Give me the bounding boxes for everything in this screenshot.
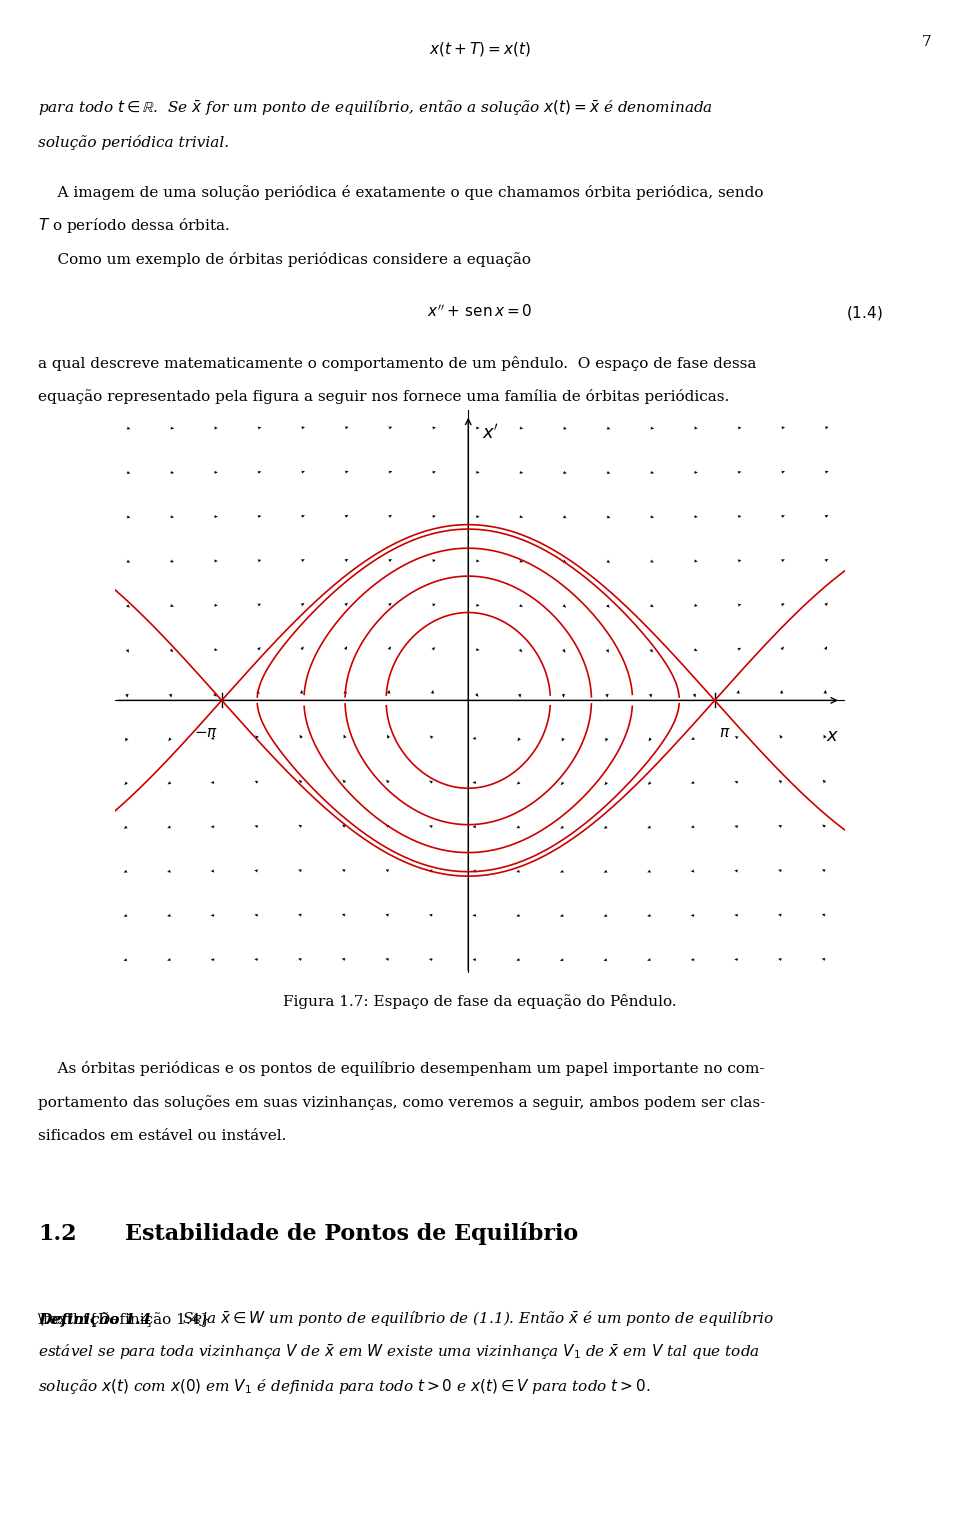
Text: Como um exemplo de órbitas periódicas considere a equação: Como um exemplo de órbitas periódicas co… [38, 252, 532, 268]
Text: $x'$: $x'$ [482, 424, 499, 442]
Text: $T$ o período dessa órbita.: $T$ o período dessa órbita. [38, 216, 230, 236]
Text: para todo $t \in \mathbb{R}$.  Se $\bar{x}$ for um ponto de equilíbrio, então a : para todo $t \in \mathbb{R}$. Se $\bar{x… [38, 99, 713, 119]
Text: As órbitas periódicas e os pontos de equilíbrio desempenham um papel importante : As órbitas periódicas e os pontos de equ… [38, 1061, 765, 1076]
Text: A imagem de uma solução periódica é exatamente o que chamamos órbita periódica, : A imagem de uma solução periódica é exat… [38, 185, 764, 201]
Text: sificados em estável ou instável.: sificados em estável ou instável. [38, 1129, 287, 1143]
Text: Figura 1.7: Espaço de fase da equação do Pêndulo.: Figura 1.7: Espaço de fase da equação do… [283, 994, 677, 1009]
Text: $x$: $x$ [827, 727, 840, 745]
Text: $\pi$: $\pi$ [719, 725, 730, 740]
Text: solução periódica trivial.: solução periódica trivial. [38, 135, 229, 150]
Text: $-\pi$: $-\pi$ [194, 725, 218, 740]
Text: portamento das soluções em suas vizinhanças, como veremos a seguir, ambos podem : portamento das soluções em suas vizinhan… [38, 1094, 766, 1110]
Text: $x'' + \,\mathrm{sen}\, x = 0$: $x'' + \,\mathrm{sen}\, x = 0$ [427, 304, 533, 321]
Text: estável se para toda vizinhança $V$ de $\bar{x}$ em $W$ existe uma vizinhança $V: estável se para toda vizinhança $V$ de $… [38, 1344, 760, 1362]
Text: Estabilidade de Pontos de Equilíbrio: Estabilidade de Pontos de Equilíbrio [125, 1222, 578, 1245]
Text: \textbf{Definição 1.4}: \textbf{Definição 1.4} [38, 1312, 210, 1327]
Text: $(1.4)$: $(1.4)$ [847, 304, 883, 322]
Text: Seja $\bar{x} \in W$ um ponto de equilíbrio de (1.1). Então $\bar{x}$ é um ponto: Seja $\bar{x} \in W$ um ponto de equilíb… [182, 1310, 775, 1328]
Text: 7: 7 [922, 35, 931, 49]
Text: a qual descreve matematicamente o comportamento de um pêndulo.  O espaço de fase: a qual descreve matematicamente o compor… [38, 356, 756, 371]
Text: 1.2: 1.2 [38, 1224, 77, 1245]
Text: solução $x(t)$ com $x(0)$ em $V_1$ é definida para todo $t > 0$ e $x(t) \in V$ p: solução $x(t)$ com $x(0)$ em $V_1$ é def… [38, 1377, 651, 1395]
Text: Definição 1.4: Definição 1.4 [38, 1312, 152, 1327]
Text: equação representado pela figura a seguir nos fornece uma família de órbitas per: equação representado pela figura a segui… [38, 389, 730, 404]
Text: $x(t + T) = x(t)$: $x(t + T) = x(t)$ [429, 40, 531, 58]
